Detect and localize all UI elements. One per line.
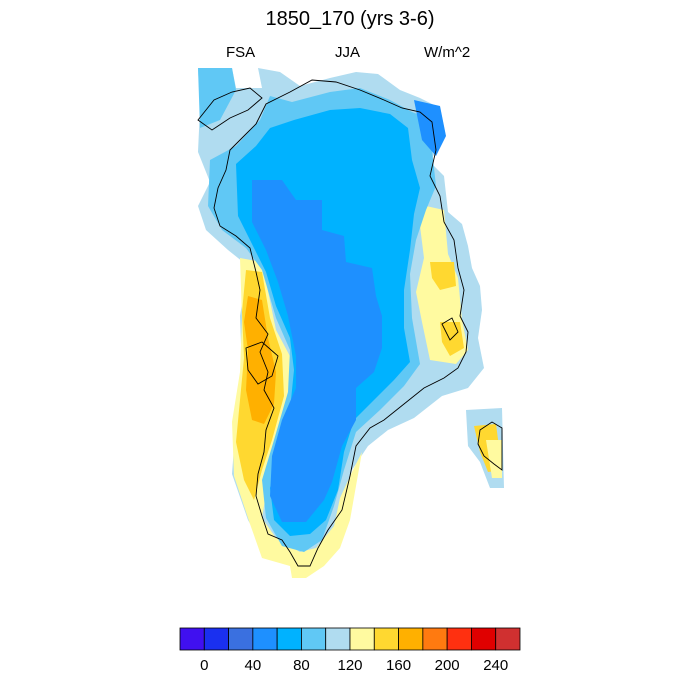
- greenland-coastline: [213, 79, 469, 567]
- iceland-coastline: [477, 421, 503, 471]
- inner-fjord-west: [245, 341, 279, 385]
- colorbar-tick-label: 80: [293, 657, 310, 674]
- region-yellow-east-south: [440, 322, 464, 356]
- colorbar-swatch: [179, 627, 205, 651]
- colorbar-tick-label: 240: [483, 657, 508, 674]
- north-island: [197, 87, 263, 131]
- region-light-blue-north: [198, 68, 236, 128]
- variable-label: FSA: [226, 44, 256, 61]
- colorbar-swatch: [373, 627, 399, 651]
- coastline: [197, 79, 503, 567]
- colorbar-swatch: [471, 627, 497, 651]
- season-label: JJA: [335, 44, 361, 61]
- region-iceland-pale-yellow: [486, 440, 502, 478]
- colorbar-swatch: [252, 627, 278, 651]
- colorbar-swatch: [301, 627, 327, 651]
- colorbar-tick-label: 200: [435, 657, 460, 674]
- colorbar-swatch: [446, 627, 472, 651]
- colorbar-swatch: [398, 627, 424, 651]
- region-yellow-east: [430, 262, 456, 290]
- units-label: W/m^2: [424, 44, 471, 61]
- colorbar-swatch: [203, 627, 229, 651]
- plot-title: 1850_170 (yrs 3-6): [265, 8, 435, 30]
- colorbar-tick-label: 120: [337, 657, 362, 674]
- inner-fjord-east: [441, 317, 459, 341]
- colorbar-tick-label: 160: [386, 657, 411, 674]
- region-orange-southwest: [244, 296, 276, 424]
- colorbar-swatch: [325, 627, 351, 651]
- colorbar-swatch: [422, 627, 448, 651]
- colorbar-swatch: [276, 627, 302, 651]
- flux-field: [198, 68, 504, 578]
- colorbar-swatch: [349, 627, 375, 651]
- region-deep-blue: [252, 180, 382, 522]
- colorbar-swatch: [495, 627, 521, 651]
- colorbar-tick-label: 40: [245, 657, 262, 674]
- colorbar-tick-label: 0: [200, 657, 208, 674]
- colorbar-swatch: [228, 627, 254, 651]
